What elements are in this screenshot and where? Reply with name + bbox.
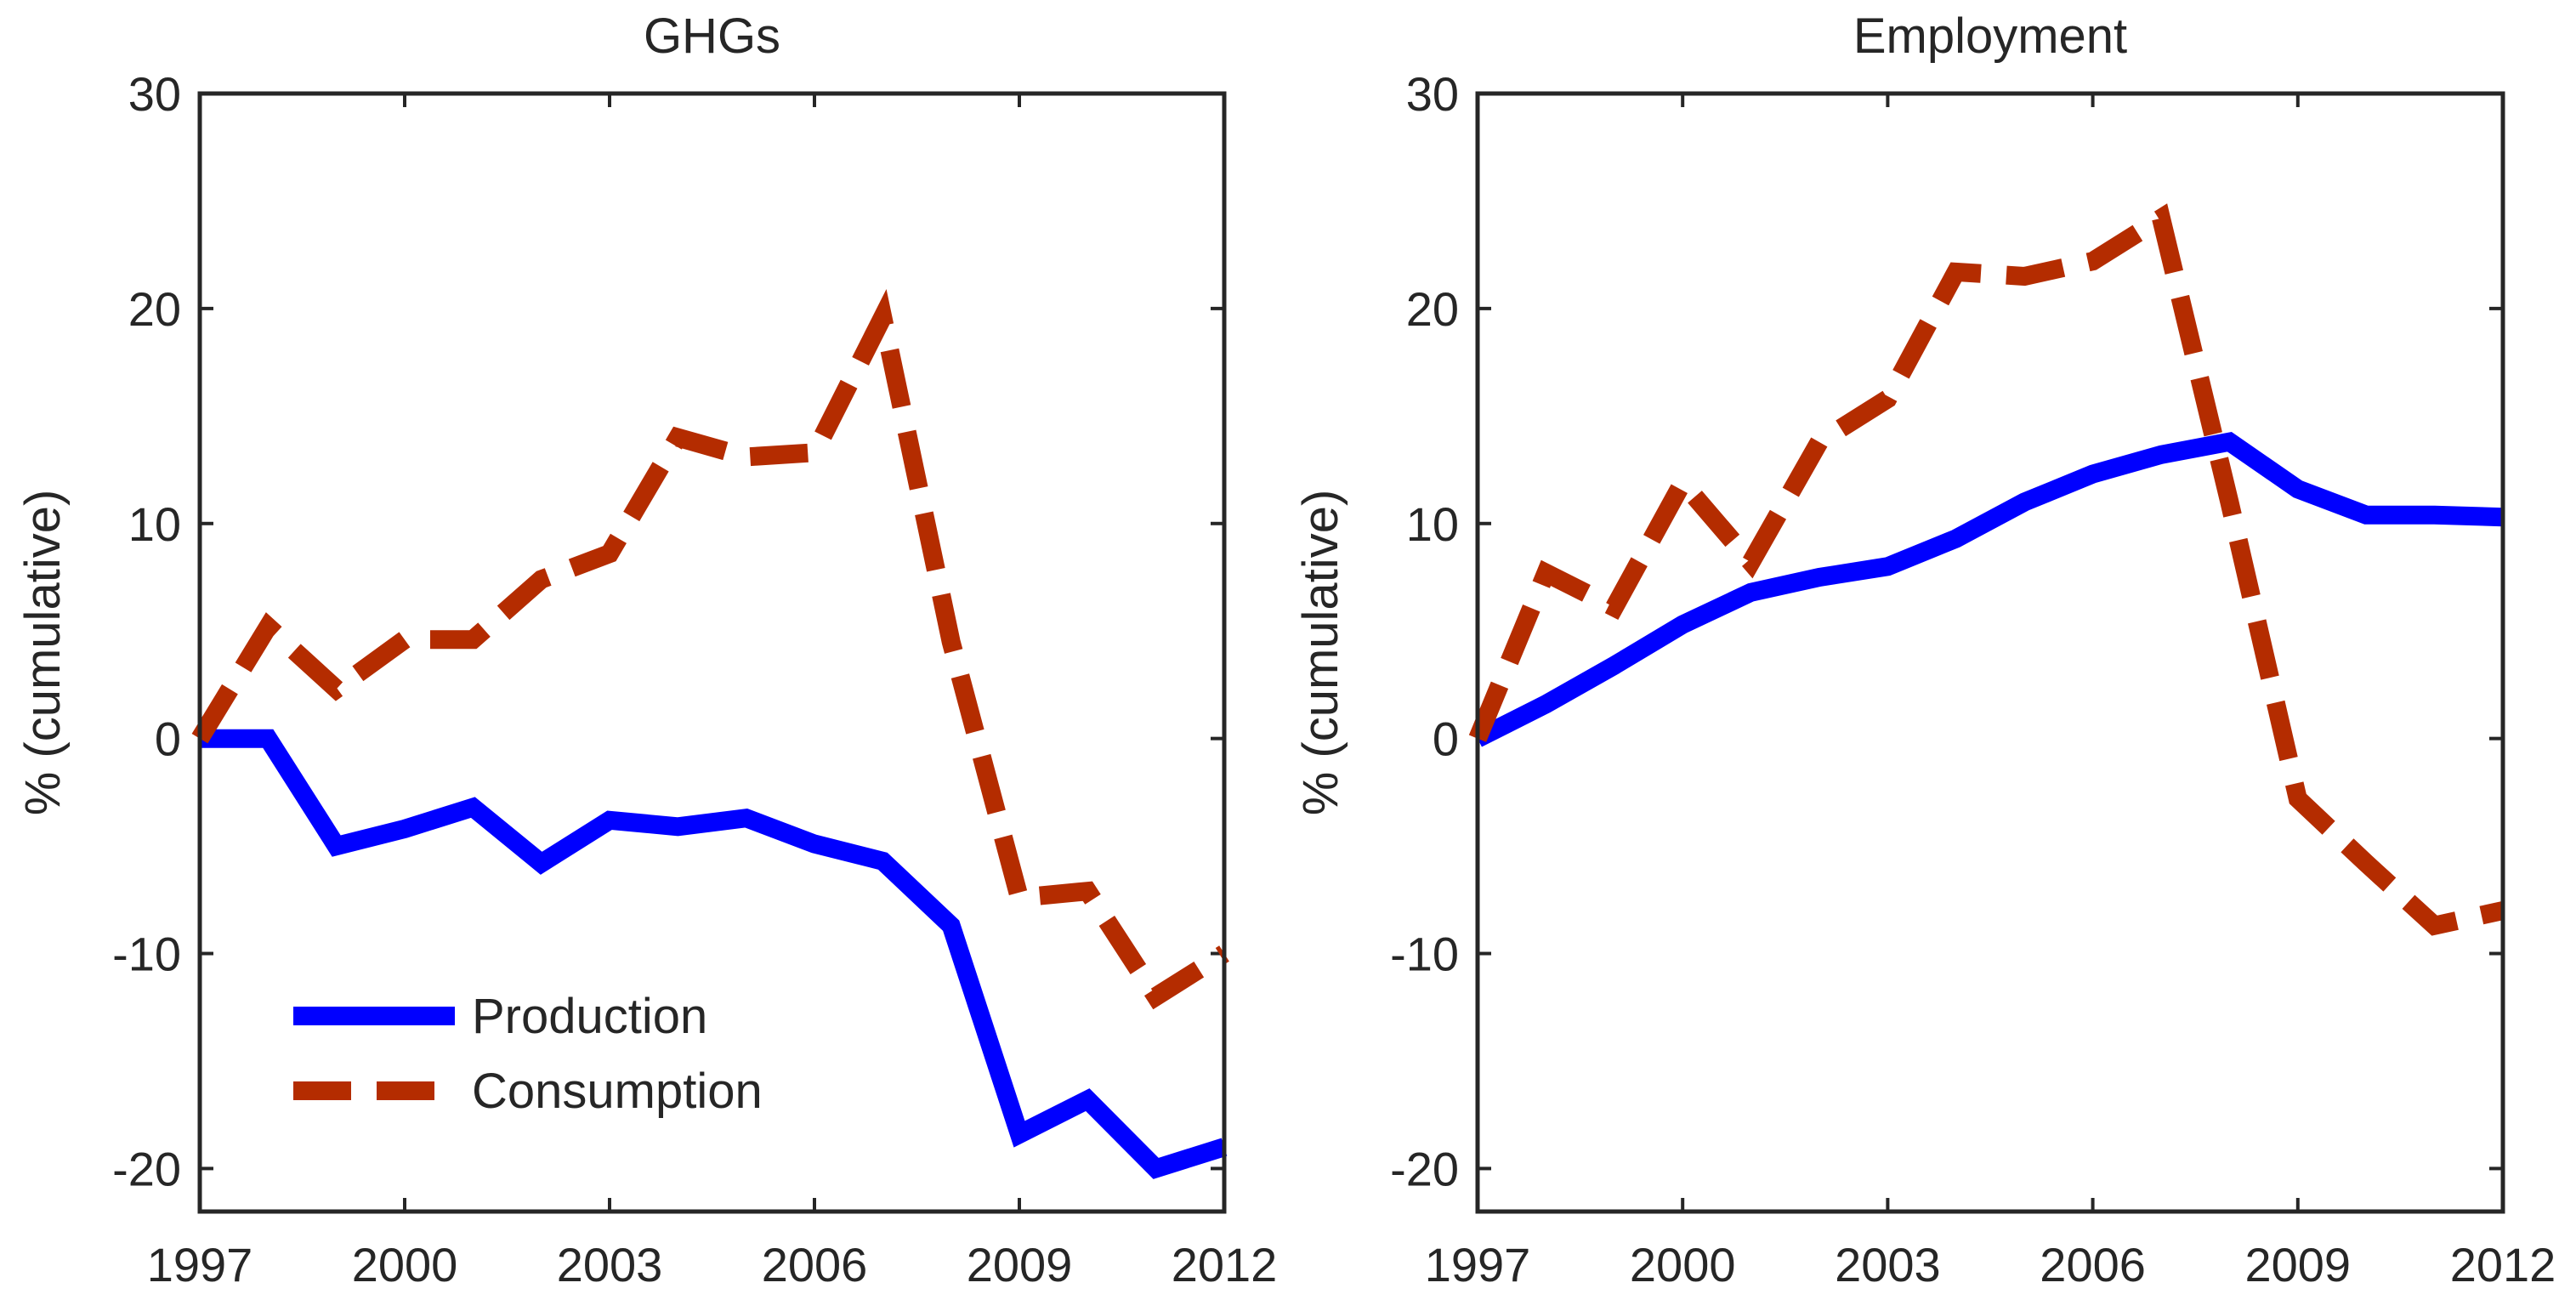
y-axis-label: % (cumulative) (15, 490, 71, 816)
x-tick-label: 1997 (147, 1238, 253, 1291)
y-tick-label: -20 (1390, 1142, 1459, 1195)
series-line-production (1473, 432, 2504, 747)
x-tick-label: 2012 (1172, 1238, 1278, 1291)
chart-employment: Employment % (cumulative) -20 -10 0 10 20 30 199… (1293, 9, 2556, 1291)
y-tick-label: 0 (155, 712, 181, 766)
x-tick-label: 1997 (1425, 1238, 1531, 1291)
x-tick-label: 2006 (762, 1238, 868, 1291)
x-tick-label: 2009 (2245, 1238, 2352, 1291)
x-tick-label: 2000 (352, 1238, 458, 1291)
chart-title: Employment (1853, 9, 2127, 64)
y-tick-label: 20 (128, 282, 181, 336)
x-tick-label: 2003 (1835, 1238, 1941, 1291)
y-tick-label: 0 (1433, 712, 1459, 766)
legend-label-production: Production (472, 989, 707, 1044)
y-tick-label: -10 (112, 928, 181, 981)
x-tick-label: 2006 (2040, 1238, 2146, 1291)
y-tick-label: 30 (128, 67, 181, 121)
x-tick-label: 2003 (557, 1238, 663, 1291)
y-axis-label: % (cumulative) (1293, 490, 1348, 816)
series-line-consumption (1468, 203, 2505, 936)
series-line-production (200, 729, 1228, 1179)
chart-title: GHGs (644, 9, 780, 64)
y-tick-label: -10 (1390, 928, 1459, 981)
x-tick-label: 2000 (1630, 1238, 1736, 1291)
legend-label-consumption: Consumption (472, 1064, 763, 1119)
y-tick-label: 20 (1406, 282, 1459, 336)
x-tick-label: 2012 (2450, 1238, 2556, 1291)
x-tick-label: 2009 (967, 1238, 1073, 1291)
legend: Production Consumption (293, 989, 763, 1119)
axes-frame (197, 91, 1227, 1214)
y-tick-label: -20 (112, 1142, 181, 1195)
y-tick-label: 10 (1406, 497, 1459, 551)
series-line-consumption (191, 289, 1229, 1010)
y-tick-label: 30 (1406, 67, 1459, 121)
chart-ghgs: GHGs % (cumulative) -20 -10 0 10 20 30 1997 2000 2… (15, 9, 1277, 1291)
axes-frame (1475, 91, 2505, 1214)
y-tick-label: 10 (128, 497, 181, 551)
